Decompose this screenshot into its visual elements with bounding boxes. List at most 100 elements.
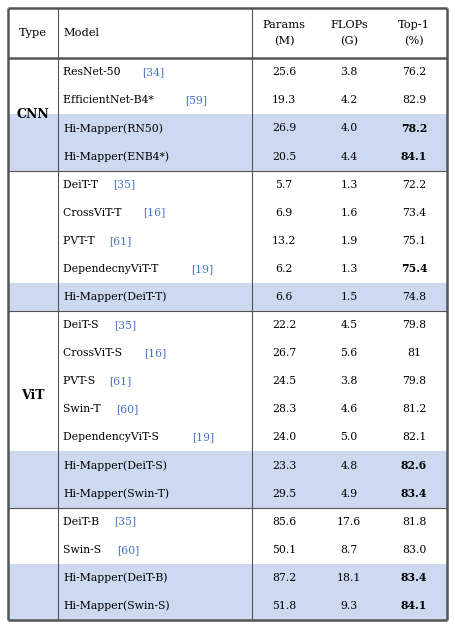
Bar: [8, 452, 447, 480]
Text: 87.2: 87.2: [272, 573, 296, 583]
Bar: [8, 283, 447, 311]
Text: 17.6: 17.6: [337, 517, 361, 527]
Text: 1.3: 1.3: [340, 180, 358, 190]
Text: 8.7: 8.7: [340, 544, 358, 555]
Text: CrossViT-S: CrossViT-S: [64, 348, 126, 358]
Text: 13.2: 13.2: [272, 236, 296, 246]
Bar: [8, 143, 447, 171]
Text: DeiT-S: DeiT-S: [64, 320, 102, 330]
Text: 51.8: 51.8: [272, 601, 296, 611]
Text: 50.1: 50.1: [272, 544, 296, 555]
Text: 28.3: 28.3: [272, 404, 296, 414]
Text: 4.2: 4.2: [340, 95, 358, 106]
Text: 74.8: 74.8: [402, 292, 426, 302]
Text: Swin-S: Swin-S: [64, 544, 105, 555]
Text: [59]: [59]: [185, 95, 207, 106]
Text: [35]: [35]: [113, 180, 135, 190]
Bar: [8, 480, 447, 507]
Text: [16]: [16]: [143, 208, 166, 218]
Text: 76.2: 76.2: [402, 67, 426, 77]
Text: 85.6: 85.6: [272, 517, 296, 527]
Text: EfficientNet-B4*: EfficientNet-B4*: [64, 95, 158, 106]
Text: 6.6: 6.6: [275, 292, 293, 302]
Text: 82.9: 82.9: [402, 95, 426, 106]
Text: PVT-T: PVT-T: [64, 236, 99, 246]
Text: 26.7: 26.7: [272, 348, 296, 358]
Text: 75.4: 75.4: [401, 263, 427, 274]
Text: 73.4: 73.4: [402, 208, 426, 218]
Text: [16]: [16]: [144, 348, 167, 358]
Text: 1.9: 1.9: [340, 236, 358, 246]
Text: 6.9: 6.9: [276, 208, 293, 218]
Text: 81.8: 81.8: [402, 517, 426, 527]
Bar: [8, 592, 447, 620]
Text: [60]: [60]: [116, 404, 139, 414]
Text: 6.2: 6.2: [275, 264, 293, 274]
Text: 79.8: 79.8: [402, 376, 426, 386]
Text: 5.6: 5.6: [340, 348, 358, 358]
Text: 82.1: 82.1: [402, 433, 426, 442]
Text: 4.5: 4.5: [340, 320, 358, 330]
Text: DependecnyViT-T: DependecnyViT-T: [64, 264, 162, 274]
Text: ViT: ViT: [21, 389, 45, 402]
Text: PVT-S: PVT-S: [64, 376, 99, 386]
Text: 79.8: 79.8: [402, 320, 426, 330]
Text: Hi-Mapper(DeiT-B): Hi-Mapper(DeiT-B): [64, 573, 168, 583]
Text: 18.1: 18.1: [337, 573, 361, 583]
Text: CrossViT-T: CrossViT-T: [64, 208, 126, 218]
Text: 72.2: 72.2: [402, 180, 426, 190]
Text: 81: 81: [407, 348, 421, 358]
Text: (%): (%): [404, 36, 424, 46]
Text: 82.6: 82.6: [401, 460, 427, 471]
Bar: [8, 564, 447, 592]
Text: 83.0: 83.0: [402, 544, 426, 555]
Text: 83.4: 83.4: [401, 572, 427, 583]
Text: [19]: [19]: [192, 433, 214, 442]
Text: 5.0: 5.0: [340, 433, 358, 442]
Text: 23.3: 23.3: [272, 460, 296, 470]
Text: DeiT-B: DeiT-B: [64, 517, 103, 527]
Text: Hi-Mapper(DeiT-T): Hi-Mapper(DeiT-T): [64, 291, 167, 302]
Text: Hi-Mapper(DeiT-S): Hi-Mapper(DeiT-S): [64, 460, 167, 471]
Text: 20.5: 20.5: [272, 151, 296, 161]
Text: [34]: [34]: [142, 67, 164, 77]
Text: 84.1: 84.1: [401, 151, 427, 162]
Text: 29.5: 29.5: [272, 489, 296, 499]
Text: Top-1: Top-1: [398, 20, 430, 30]
Text: Model: Model: [64, 28, 100, 38]
Text: 84.1: 84.1: [401, 600, 427, 612]
Text: 25.6: 25.6: [272, 67, 296, 77]
Text: 4.6: 4.6: [340, 404, 358, 414]
Text: [35]: [35]: [115, 517, 136, 527]
Text: 22.2: 22.2: [272, 320, 296, 330]
Text: Params: Params: [263, 20, 306, 30]
Text: 1.5: 1.5: [340, 292, 358, 302]
Text: 3.8: 3.8: [340, 376, 358, 386]
Text: 9.3: 9.3: [340, 601, 358, 611]
Text: (G): (G): [340, 36, 358, 46]
Text: 4.8: 4.8: [340, 460, 358, 470]
Text: 24.0: 24.0: [272, 433, 296, 442]
Text: 81.2: 81.2: [402, 404, 426, 414]
Text: 4.0: 4.0: [340, 124, 358, 133]
Text: 4.9: 4.9: [340, 489, 358, 499]
Text: CNN: CNN: [17, 108, 50, 121]
Text: ResNet-50: ResNet-50: [64, 67, 125, 77]
Text: [60]: [60]: [117, 544, 139, 555]
Text: Swin-T: Swin-T: [64, 404, 105, 414]
Text: DependencyViT-S: DependencyViT-S: [64, 433, 163, 442]
Text: 4.4: 4.4: [340, 151, 358, 161]
Text: 5.7: 5.7: [276, 180, 293, 190]
Text: [19]: [19]: [191, 264, 213, 274]
Text: 78.2: 78.2: [401, 123, 427, 134]
Text: [35]: [35]: [114, 320, 136, 330]
Text: DeiT-T: DeiT-T: [64, 180, 102, 190]
Text: Hi-Mapper(ENB4*): Hi-Mapper(ENB4*): [64, 151, 170, 162]
Text: 24.5: 24.5: [272, 376, 296, 386]
Text: 1.6: 1.6: [340, 208, 358, 218]
Text: 83.4: 83.4: [401, 488, 427, 499]
Text: Hi-Mapper(Swin-T): Hi-Mapper(Swin-T): [64, 489, 170, 499]
Text: [61]: [61]: [110, 376, 131, 386]
Text: Hi-Mapper(RN50): Hi-Mapper(RN50): [64, 123, 163, 134]
Bar: [8, 114, 447, 143]
